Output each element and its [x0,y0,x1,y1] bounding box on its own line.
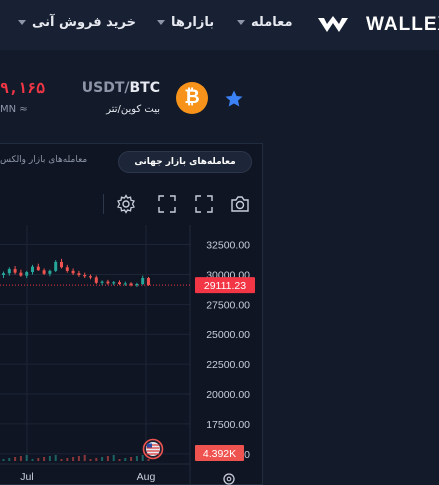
volume-bar [60,459,63,461]
volume-bar [135,456,138,461]
candle-body [112,282,116,284]
candle-body [25,272,29,276]
tab-wallex-market-trades[interactable]: معامله‌های بازار والکس [0,155,88,165]
volume-bar [118,459,121,461]
candle-body [2,273,5,276]
last-price: ۹,۱۶۵ [0,79,46,97]
candle-body [141,278,145,285]
toolbar-divider [103,194,104,214]
candle-body [135,284,139,286]
candle-body [7,269,11,274]
gear-icon[interactable] [116,194,136,214]
nav-item-label: بازارها [171,15,215,30]
wallex-logo-icon [318,16,348,32]
candle-body [65,267,69,271]
top-navbar: WALLEX معامله بازارها خرید فروش آنی [0,0,439,50]
bitcoin-coin-icon: ₿ [176,82,208,114]
volume-bar [112,455,115,461]
volume-bar [54,455,57,461]
volume-bar [101,457,104,461]
y-tick-label: 27500.00 [206,299,250,311]
price-chart[interactable]: 32500.0030000.0027500.0025000.0022500.00… [0,225,262,485]
nav-item-label: خرید فروش آنی [32,15,137,30]
y-tick-label: 32500.00 [206,240,250,252]
volume-bar [147,459,150,461]
volume-bar [31,459,34,461]
last-price-tag-label: 29111.23 [204,280,246,292]
market-tabs: معامله‌های بازار جهانی معامله‌های بازار … [0,148,256,176]
volume-bar [83,455,86,461]
quote-symbol: USDT [81,80,125,96]
candle-body [42,270,46,274]
volume-bar [72,457,75,461]
candle-body [31,266,34,273]
x-tick-label: Aug [137,471,156,483]
candle-body [118,282,121,285]
volume-tag [195,445,244,461]
nav-item-label: معامله [251,15,293,30]
y-tick-label: 22500.00 [206,359,250,371]
candle-body [83,275,87,277]
volume-bar [43,457,46,461]
pair-name: بیت کوین/تتر [106,104,160,115]
volume-hint: MN ≈ [0,104,28,115]
volume-bar [14,457,17,461]
volume-bar [89,459,92,461]
candle-body [36,266,40,271]
candle-body [54,261,58,271]
y-tick-label: 20000.00 [206,389,250,401]
nav-item-markets[interactable]: بازارها [157,15,214,30]
candle-body [94,277,98,283]
candle-body [13,269,17,273]
tab-global-market-trades[interactable]: معامله‌های بازار جهانی [118,151,252,173]
favorite-star-icon[interactable] [224,89,244,109]
last-price-tag [195,277,255,294]
candle-body [19,272,23,276]
base-symbol: BTC [129,80,161,96]
volume-bar [141,455,144,461]
pair-symbol: USDT/BTC [80,80,160,96]
candle-body [71,270,75,274]
axis-settings-icon[interactable] [223,473,235,485]
x-tick-label: Jul [20,471,33,483]
candle-body [48,270,52,274]
chevron-down-icon [18,20,26,25]
candle-body [100,281,104,283]
candle-body [89,276,92,278]
candle-body [147,278,150,286]
fullscreen-icon[interactable] [194,194,214,214]
volume-bar [25,455,28,461]
volume-tag-label: 4.392K [203,448,236,460]
volume-bar [66,458,69,461]
volume-bar [130,457,133,461]
brand-name: WALLEX [366,14,439,35]
candle-body [106,281,110,284]
expand-icon[interactable] [157,194,177,214]
nav-item-instant-buy-sell[interactable]: خرید فروش آنی [18,15,136,30]
chevron-down-icon [237,20,245,25]
candle-body [129,283,133,286]
candle-body [123,283,127,285]
volume-bar [95,458,98,461]
volume-bar [2,459,5,461]
wallex-logo[interactable]: WALLEX [316,14,439,36]
volume-bar [19,456,22,461]
y-tick-label: 17500.00 [206,419,250,431]
candle-body [77,273,81,276]
axis-settings-icon-center [226,476,232,482]
y-tick-label: 25000.00 [206,329,250,341]
nav-item-trade[interactable]: معامله [237,15,293,30]
volume-bar [124,458,127,461]
volume-bar [37,458,40,461]
chevron-down-icon [157,20,165,25]
volume-bar [77,456,80,461]
candle-body [60,261,63,268]
volume-bar [8,458,11,461]
camera-icon[interactable] [229,194,251,214]
volume-bar [106,456,109,461]
volume-bar [48,456,51,461]
pair-separator: / [124,80,130,96]
flag-canton [147,443,152,448]
